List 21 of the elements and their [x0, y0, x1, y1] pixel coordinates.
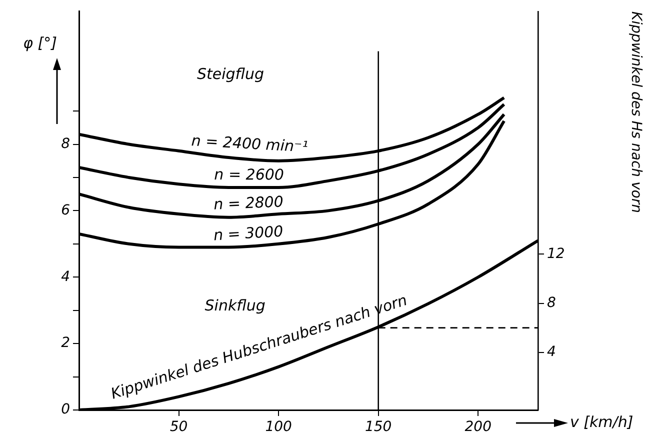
y-tick-label: 0 [61, 402, 70, 418]
annotation: Steigflug [196, 65, 264, 84]
series-label: n = 2400 min⁻¹ [190, 132, 308, 156]
series-label: n = 3000 [213, 222, 284, 244]
series-label: n = 2800 [213, 192, 284, 214]
y-tick-label: 6 [61, 202, 70, 218]
series-label: n = 2600 [214, 165, 284, 184]
x-tick-label: 100 [265, 419, 292, 436]
annotation: Sinkflug [204, 296, 266, 314]
y-tick-label: 2 [61, 335, 70, 352]
y2-tick-label: 4 [547, 344, 556, 360]
x-tick-label: 200 [464, 419, 492, 436]
y-tick-label: 8 [61, 136, 70, 152]
x-tick-label: 150 [364, 419, 392, 436]
x-tick-label: 50 [170, 419, 188, 436]
y2-axis-title: Kippwinkel des Hs nach vorn [628, 11, 644, 213]
y2-tick-label: 12 [547, 246, 565, 262]
y-tick-label: 4 [61, 268, 70, 285]
y2-tick-label: 8 [547, 294, 556, 311]
x-axis-title: v [km/h] [570, 412, 634, 431]
y-axis-title: φ [°] [23, 34, 58, 52]
